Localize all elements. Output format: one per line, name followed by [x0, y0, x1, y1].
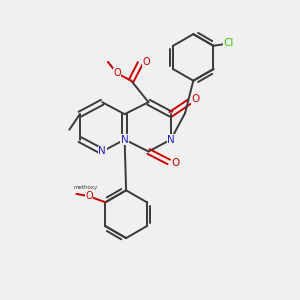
Text: Cl: Cl	[224, 38, 234, 48]
Text: O: O	[113, 68, 121, 78]
Text: N: N	[98, 146, 106, 157]
Text: O: O	[143, 57, 151, 67]
Text: N: N	[167, 134, 175, 145]
Text: O: O	[192, 94, 200, 104]
Text: O: O	[171, 158, 179, 168]
Text: O: O	[85, 191, 93, 201]
Text: methoxy: methoxy	[74, 185, 98, 190]
Text: N: N	[121, 134, 128, 145]
